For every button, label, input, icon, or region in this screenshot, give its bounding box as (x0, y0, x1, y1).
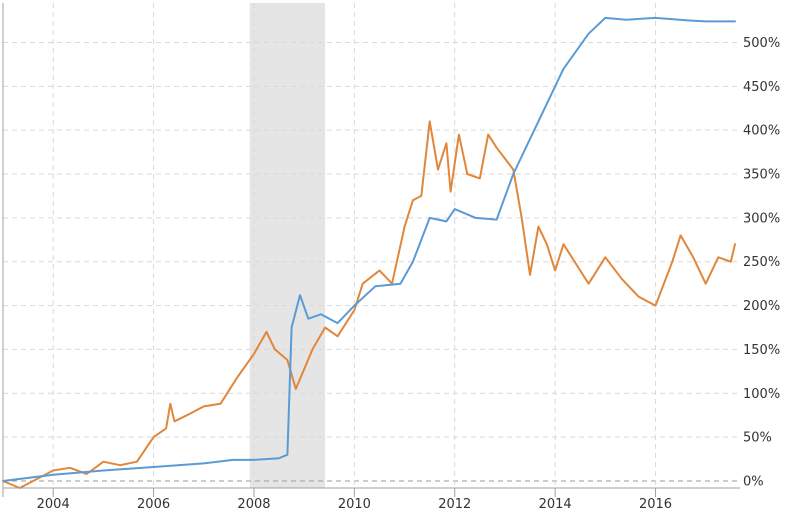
y-tick-label: 300% (743, 211, 780, 226)
y-tick-label: 150% (743, 343, 780, 358)
y-tick-label: 50% (743, 431, 772, 446)
series-layer (2, 16, 736, 489)
y-tick-label: 100% (743, 387, 780, 402)
series-line-1 (2, 120, 736, 489)
y-tick-label: 500% (743, 36, 780, 51)
x-tick-label: 2010 (338, 497, 371, 512)
y-tick-label: 250% (743, 255, 780, 270)
x-tick-label: 2014 (539, 497, 572, 512)
y-tick-label: 0% (743, 474, 764, 489)
x-tick-label: 2012 (438, 497, 471, 512)
x-tick-label: 2008 (237, 497, 270, 512)
y-tick-label: 450% (743, 80, 780, 95)
series-line-2 (2, 16, 736, 482)
x-tick-label: 2006 (137, 497, 170, 512)
y-tick-label: 400% (743, 124, 780, 139)
shaded-region (249, 3, 326, 488)
shaded-region-layer (249, 3, 326, 488)
y-tick-label: 200% (743, 299, 780, 314)
x-tick-label: 2004 (37, 497, 70, 512)
y-tick-label: 350% (743, 168, 780, 183)
axis-layer: 0% 50% 100% 150% 200% 250% 300% 350% 400% 450% 500… (2, 3, 780, 512)
x-tick-label: 2016 (639, 497, 672, 512)
grid-layer (3, 3, 740, 488)
